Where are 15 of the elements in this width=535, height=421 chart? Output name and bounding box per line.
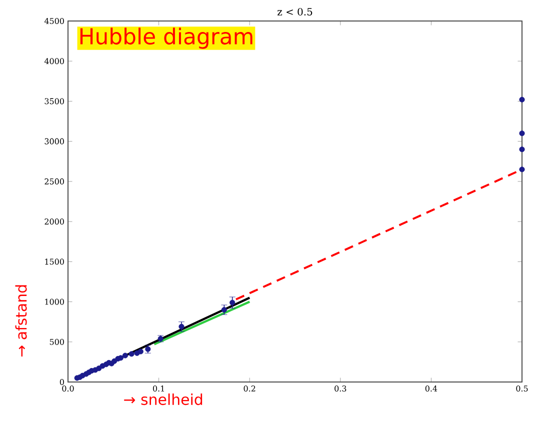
point (145, 346, 151, 352)
point (221, 307, 227, 313)
x-axis-title: → snelheid (124, 394, 202, 406)
point (230, 300, 236, 306)
point (122, 352, 128, 358)
annotation: Hubble diagram (80, 28, 252, 49)
point (519, 166, 525, 172)
point (178, 324, 184, 330)
point (128, 351, 134, 357)
point (519, 146, 525, 152)
chart-title: z < 0.5 (278, 8, 312, 16)
point (138, 348, 144, 354)
point (519, 96, 525, 102)
y-axis-title: → afstand (15, 285, 27, 356)
point (519, 130, 525, 136)
